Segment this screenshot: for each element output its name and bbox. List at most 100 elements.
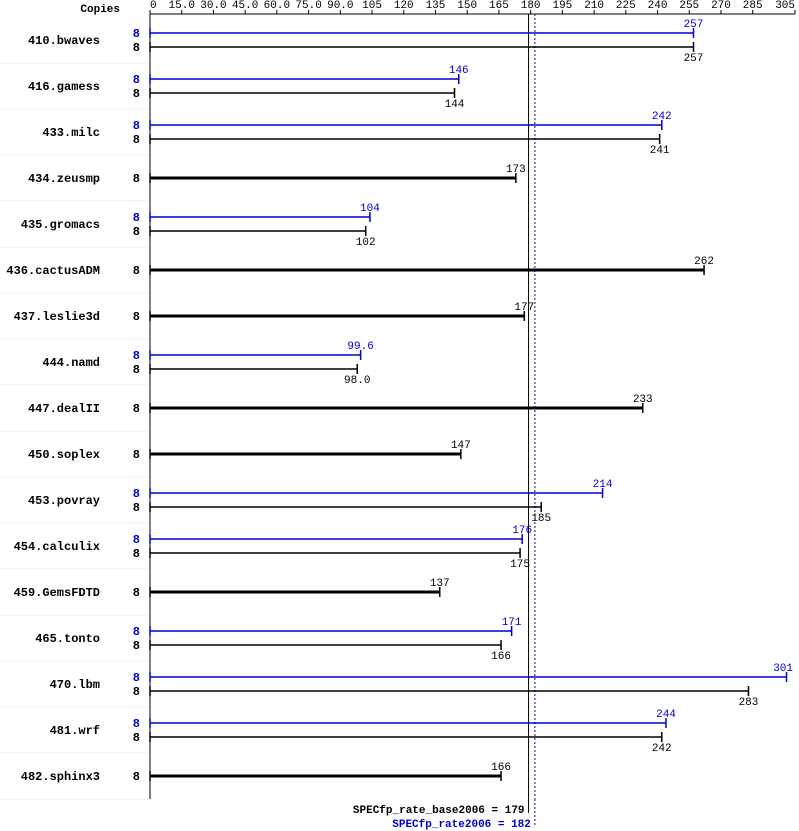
copies-header: Copies (80, 4, 120, 16)
base-copies: 8 (133, 402, 140, 416)
peak-value-label: 146 (449, 65, 469, 77)
base-copies: 8 (133, 225, 140, 239)
base-copies: 8 (133, 731, 140, 745)
benchmark-row: 465.tonto 88 171 166 (0, 617, 522, 663)
peak-copies: 8 (133, 717, 140, 731)
x-tick-label: 105 (362, 0, 382, 12)
peak-copies: 8 (133, 73, 140, 87)
peak-copies: 8 (133, 119, 140, 133)
base-value-label: 147 (451, 440, 471, 452)
peak-copies: 8 (133, 487, 140, 501)
x-tick-label: 120 (394, 0, 414, 12)
base-copies: 8 (133, 770, 140, 784)
benchmark-row: 444.namd 88 99.6 98.0 (0, 341, 374, 387)
base-copies: 8 (133, 133, 140, 147)
peak-value-label: 214 (593, 479, 613, 491)
benchmark-name: 444.namd (42, 356, 100, 370)
base-copies: 8 (133, 172, 140, 186)
x-tick-label: 30.0 (200, 0, 226, 12)
x-tick-label: 90.0 (327, 0, 353, 12)
peak-copies: 8 (133, 671, 140, 685)
base-copies: 8 (133, 87, 140, 101)
peak-value-label: 242 (652, 111, 672, 123)
x-tick-label: 0 (150, 0, 157, 12)
x-tick-label: 210 (584, 0, 604, 12)
x-tick-label: 150 (457, 0, 477, 12)
benchmark-row: 482.sphinx3 8 166 (0, 762, 511, 799)
benchmark-row: 410.bwaves88257257 (0, 19, 703, 65)
peak-value-label: 257 (684, 19, 704, 31)
x-tick-label: 285 (743, 0, 763, 12)
x-tick-label: 75.0 (295, 0, 321, 12)
x-tick-label: 15.0 (169, 0, 195, 12)
base-copies: 8 (133, 685, 140, 699)
base-value-label: 242 (652, 743, 672, 755)
benchmark-row: 434.zeusmp 8 173 (0, 164, 526, 201)
base-copies: 8 (133, 639, 140, 653)
benchmark-name: 435.gromacs (21, 218, 100, 232)
benchmark-name: 416.gamess (28, 80, 100, 94)
base-value-label: 175 (510, 559, 530, 571)
peak-copies: 8 (133, 211, 140, 225)
peak-value-label: 104 (360, 203, 380, 215)
benchmark-name: 465.tonto (35, 632, 100, 646)
x-tick-label: 135 (426, 0, 446, 12)
benchmark-name: 434.zeusmp (28, 172, 100, 186)
base-value-label: 102 (356, 237, 376, 249)
base-copies: 8 (133, 501, 140, 515)
peak-value-label: 301 (773, 663, 793, 675)
spec-benchmark-chart: Copies 0 15.0 30.0 45.0 60.0 75.0 90.0 105 120 135… (0, 0, 799, 831)
benchmark-name: 482.sphinx3 (21, 770, 100, 784)
x-tick-label: 165 (489, 0, 509, 12)
benchmark-name: 447.dealII (28, 402, 100, 416)
benchmark-name: 481.wrf (50, 724, 100, 738)
x-tick-label: 240 (648, 0, 668, 12)
benchmark-row: 470.lbm 88 301 283 (0, 663, 793, 709)
benchmark-row: 450.soplex 8 147 (0, 440, 471, 477)
base-copies: 8 (133, 264, 140, 278)
base-copies: 8 (133, 448, 140, 462)
benchmark-name: 454.calculix (14, 540, 100, 554)
benchmark-name: 459.GemsFDTD (14, 586, 100, 600)
base-value-label: 233 (633, 394, 653, 406)
benchmark-name: 433.milc (42, 126, 100, 140)
benchmark-name: 410.bwaves (28, 34, 100, 48)
base-copies: 8 (133, 586, 140, 600)
base-copies: 8 (133, 310, 140, 324)
peak-value-label: 99.6 (347, 341, 373, 353)
x-tick-label: 195 (552, 0, 572, 12)
base-value-label: 283 (739, 697, 759, 709)
benchmark-row: 447.dealII 8 233 (0, 394, 653, 431)
benchmark-name: 436.cactusADM (6, 264, 100, 278)
base-copies: 8 (133, 363, 140, 377)
x-tick-label: 60.0 (264, 0, 290, 12)
benchmark-row: 416.gamess88146144 (0, 65, 469, 111)
benchmark-row: 435.gromacs 88 104 102 (0, 203, 380, 249)
benchmark-row: 459.GemsFDTD8137 (0, 578, 450, 615)
peak-copies: 8 (133, 625, 140, 639)
base-value-label: 166 (491, 651, 511, 663)
ref-label-peak: SPECfp_rate2006 = 182 (392, 819, 531, 831)
benchmark-name: 453.povray (28, 494, 100, 508)
peak-copies: 8 (133, 349, 140, 363)
x-tick-label: 180 (521, 0, 541, 12)
base-value-label: 98.0 (344, 375, 370, 387)
base-copies: 8 (133, 547, 140, 561)
base-value-label: 241 (650, 145, 670, 157)
benchmark-name: 450.soplex (28, 448, 100, 462)
peak-value-label: 171 (502, 617, 522, 629)
benchmark-row: 481.wrf88244242 (0, 709, 676, 755)
base-value-label: 166 (491, 762, 511, 774)
x-tick-label: 45.0 (232, 0, 258, 12)
benchmark-row: 453.povray88214185 (0, 479, 613, 525)
benchmark-name: 470.lbm (50, 678, 100, 692)
base-value-label: 173 (506, 164, 526, 176)
peak-copies: 8 (133, 27, 140, 41)
benchmark-row: 433.milc 88 242 241 (0, 111, 672, 157)
ref-label-base: SPECfp_rate_base2006 = 179 (353, 805, 525, 817)
x-tick-label: 225 (616, 0, 636, 12)
peak-copies: 8 (133, 533, 140, 547)
x-axis: Copies 0 15.0 30.0 45.0 60.0 75.0 90.0 105 120 135… (80, 0, 795, 16)
peak-value-label: 176 (512, 525, 532, 537)
x-tick-label: 305 (775, 0, 795, 12)
